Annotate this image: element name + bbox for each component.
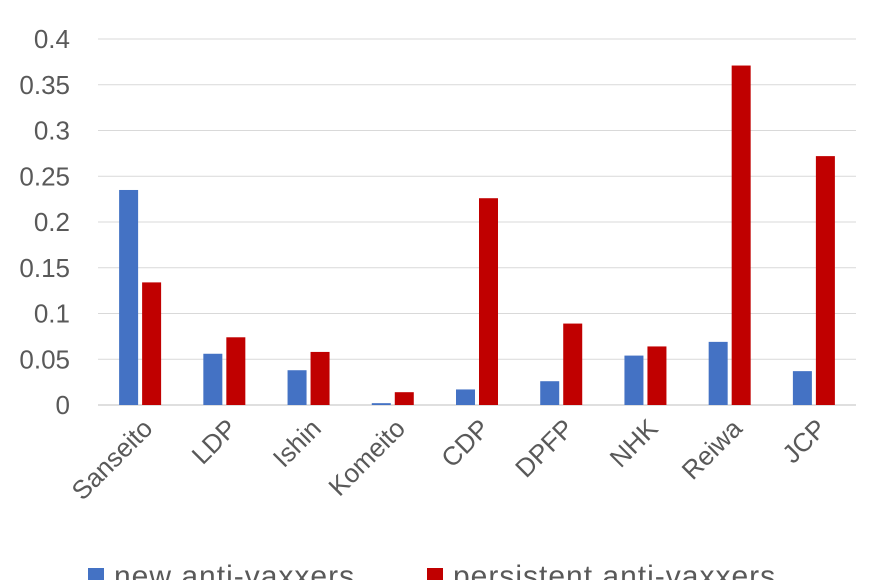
y-tick-label: 0.2 [34,207,70,237]
legend-label-persistent: persistent anti-vaxxers [453,560,776,580]
bar-new-reiwa [708,341,728,405]
bar-new-ldp [203,353,223,405]
bar-persistent-sanseito [142,282,162,405]
bar-new-komeito [371,403,391,405]
bar-new-nhk [624,355,644,405]
bar-new-ishin [287,370,307,405]
y-tick-label: 0.05 [19,344,70,374]
legend-swatch-new [88,568,104,584]
y-tick-label: 0.25 [19,161,70,191]
bar-new-jcp [792,371,812,405]
x-tick-label-dpfp: DPFP [509,413,579,483]
legend-label-new: new anti-vaxxers [114,560,355,580]
bar-persistent-ldp [226,337,246,405]
y-tick-label: 0 [56,390,70,420]
x-tick-label-komeito: Komeito [322,413,411,502]
bar-persistent-reiwa [731,65,751,405]
x-tick-label-jcp: JCP [776,413,832,469]
x-tick-label-reiwa: Reiwa [676,413,749,486]
x-tick-label-ishin: Ishin [267,413,327,473]
y-tick-label: 0.35 [19,70,70,100]
bar-persistent-nhk [647,346,667,405]
y-axis-tick-labels: 0 0.05 0.1 0.15 0.2 0.25 0.3 0.35 0.4 [19,24,70,420]
bar-persistent-jcp [815,156,835,405]
x-tick-label-nhk: NHK [604,413,664,473]
gridlines [98,38,856,406]
legend: new anti-vaxxers persistent anti-vaxxers [88,560,776,585]
x-tick-label-cdp: CDP [435,413,495,473]
x-tick-label-sanseito: Sanseito [66,413,159,506]
bar-new-dpfp [540,381,560,405]
bar-persistent-komeito [394,392,414,405]
bar-new-sanseito [119,189,139,405]
bars [119,65,835,405]
y-tick-label: 0.4 [34,24,70,54]
bar-new-cdp [456,389,475,405]
y-tick-label: 0.3 [34,116,70,146]
legend-swatch-persistent [427,568,443,584]
bar-persistent-cdp [479,198,498,405]
bar-persistent-ishin [310,351,330,405]
y-tick-label: 0.15 [19,253,70,283]
x-tick-label-ldp: LDP [186,413,243,470]
y-tick-label: 0.1 [34,299,70,329]
bar-persistent-dpfp [563,323,583,405]
